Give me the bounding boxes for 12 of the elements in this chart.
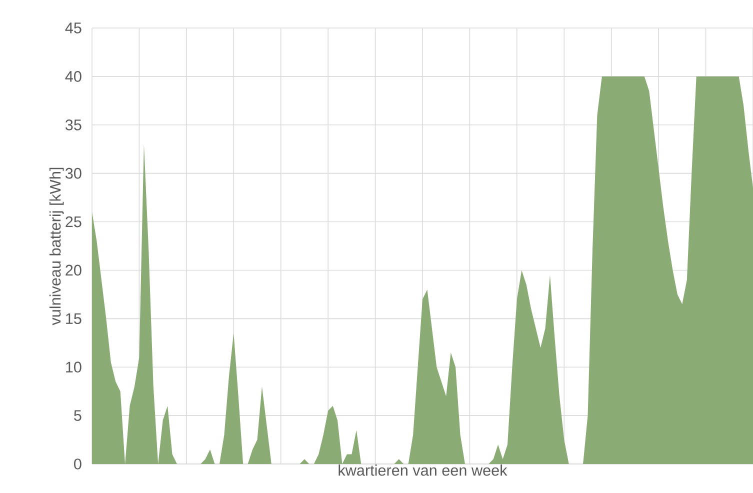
y-tick-label: 30	[65, 168, 82, 179]
y-axis-title: vulniveau batterij [kWh]	[49, 168, 64, 326]
y-tick-label: 25	[66, 216, 82, 228]
y-tick-label: 0	[74, 458, 82, 470]
y-tick-label: 40	[65, 71, 82, 82]
y-tick-label: 15	[66, 313, 82, 324]
x-axis-title: kwartieren van een week	[338, 464, 508, 476]
y-tick-label: 5	[74, 410, 82, 421]
y-tick-label: 45	[65, 22, 82, 34]
y-tick-label: 35	[65, 119, 82, 130]
y-tick-label: 20	[66, 264, 82, 276]
y-tick-label: 10	[66, 362, 82, 373]
